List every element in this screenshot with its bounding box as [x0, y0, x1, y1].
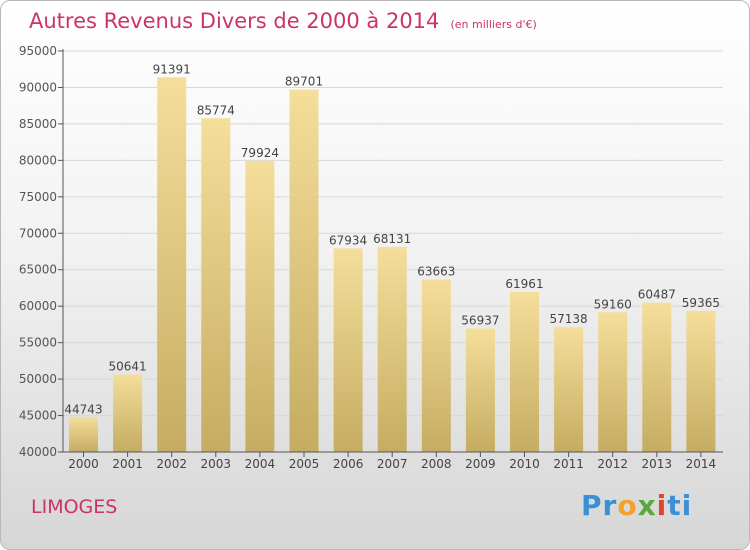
bar-value-label: 68131: [373, 232, 411, 246]
bar-value-label: 79924: [241, 146, 279, 160]
bar-value-label: 91391: [153, 62, 191, 76]
bar: [686, 310, 716, 452]
x-tick-label: 2003: [201, 457, 232, 471]
x-tick-label: 2012: [597, 457, 628, 471]
x-tick-label: 2001: [112, 457, 143, 471]
y-tick-label: 70000: [19, 226, 57, 240]
bar: [113, 374, 143, 452]
bar: [642, 302, 672, 452]
bar: [333, 248, 363, 452]
bar: [201, 118, 231, 452]
axes: 40000 45000 50000 55000 60000 65000 70000 75000…: [19, 44, 723, 471]
x-tick-label: 2007: [377, 457, 408, 471]
y-tick-label: 80000: [19, 153, 57, 167]
bar-value-label: 50641: [109, 359, 147, 373]
bar-value-label: 60487: [638, 288, 676, 302]
chart-title-unit: (en milliers d'€): [450, 18, 537, 31]
bar-value-label: 56937: [461, 314, 499, 328]
logo-letter: x: [637, 489, 657, 522]
bar-value-label: 59160: [594, 297, 632, 311]
x-tick-label: 2014: [686, 457, 717, 471]
data-labels: 44743 50641 91391 85774 79924 89701 67934 68131…: [64, 62, 720, 416]
bar: [421, 279, 451, 452]
y-tick-label: 55000: [19, 336, 57, 350]
logo-letter: P: [581, 489, 603, 522]
x-tick-label: 2004: [245, 457, 276, 471]
logo-letter: i: [681, 489, 693, 522]
x-tick-label: 2006: [333, 457, 364, 471]
y-tick-label: 65000: [19, 263, 57, 277]
bar-value-label: 85774: [197, 103, 235, 117]
x-tick-label: 2008: [421, 457, 452, 471]
chart-title-main: Autres Revenus Divers de 2000 à 2014: [29, 9, 440, 33]
chart-title: Autres Revenus Divers de 2000 à 2014 (en…: [29, 9, 537, 33]
bar-value-label: 67934: [329, 233, 367, 247]
y-tick-label: 85000: [19, 117, 57, 131]
bar-value-label: 89701: [285, 75, 323, 89]
bar: [157, 77, 187, 452]
y-tick-label: 60000: [19, 299, 57, 313]
x-tick-label: 2005: [289, 457, 320, 471]
proxiti-logo: Proxiti: [581, 489, 692, 522]
bar: [245, 160, 275, 453]
bar-value-label: 61961: [505, 277, 543, 291]
bar: [289, 89, 319, 453]
bar-value-label: 63663: [417, 264, 455, 278]
x-tick-label: 2002: [156, 457, 187, 471]
logo-letter: i: [656, 489, 668, 522]
bar-value-label: 57138: [550, 312, 588, 326]
location-label: LIMOGES: [31, 496, 118, 518]
bar: [510, 291, 539, 452]
bar: [69, 417, 98, 452]
logo-letter: t: [667, 489, 682, 522]
x-tick-label: 2009: [465, 457, 496, 471]
bar: [377, 246, 407, 452]
logo-letter: r: [602, 489, 618, 522]
y-tick-label: 50000: [19, 372, 57, 386]
y-tick-label: 90000: [19, 80, 57, 94]
y-tick-label: 95000: [19, 44, 57, 58]
x-tick-label: 2011: [553, 457, 584, 471]
bar-value-label: 59365: [682, 296, 720, 310]
bar: [554, 327, 584, 452]
logo-letter: o: [617, 489, 638, 522]
x-tick-label: 2013: [642, 457, 673, 471]
bar: [598, 312, 628, 452]
bars: [69, 77, 716, 453]
x-tick-label: 2000: [68, 457, 99, 471]
y-tick-label: 45000: [19, 409, 57, 423]
bar-value-label: 44743: [64, 402, 102, 416]
y-tick-label: 40000: [19, 445, 57, 459]
bar: [465, 328, 495, 452]
y-tick-label: 75000: [19, 190, 57, 204]
x-tick-label: 2010: [509, 457, 540, 471]
